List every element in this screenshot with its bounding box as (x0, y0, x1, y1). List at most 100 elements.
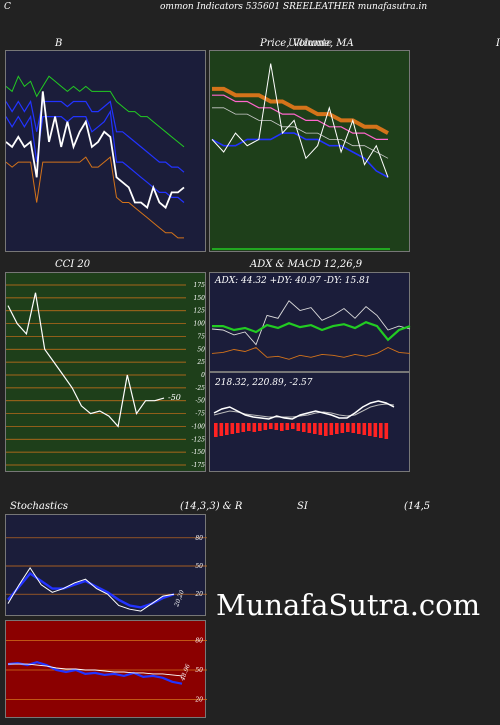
macd-hist-bar (258, 423, 262, 431)
macd-hist-bar (241, 423, 246, 432)
cci-tick-label: 125 (194, 308, 206, 315)
rsi-tick-label: 80 (195, 638, 203, 645)
price-ma-chart (211, 63, 390, 250)
stochastics-title: Stochastics (10, 501, 68, 512)
cci-tick-label: 75 (197, 333, 205, 340)
bollinger-chart (6, 75, 185, 239)
header-c-label: C (4, 2, 11, 12)
price-ma-panel (209, 50, 410, 252)
macd-hist-bar (230, 423, 235, 434)
macd-hist-bar (285, 423, 290, 430)
rsi-tick-label: 20 (194, 696, 203, 703)
macd-hist-bar (247, 423, 251, 431)
adx-chart (211, 300, 411, 360)
cci-tick-label: -175 (192, 462, 206, 469)
macd-hist-bar (384, 423, 389, 439)
cci-tick-label: 150 (194, 295, 206, 302)
ma-orange-line (212, 86, 389, 135)
minus-dy-line (211, 346, 411, 360)
price-ma-title: Price, Volume, MA (260, 38, 354, 49)
stochastics-params: (14,3,3) & R (180, 501, 243, 512)
adx-macd-title: ADX & MACD 12,26,9 (250, 259, 363, 270)
rsi-params: (14,5 (404, 501, 431, 512)
cci-tick-label: -125 (192, 436, 206, 443)
cci-tick-label: -100 (192, 423, 206, 430)
bollinger-panel (5, 50, 206, 252)
price-line (211, 63, 389, 178)
macd-chart (213, 400, 395, 439)
macd-signal-line (213, 403, 395, 418)
cci-tick-label: 100 (194, 321, 206, 328)
macd-line (213, 400, 395, 420)
cci-chart: 175 150 125 100 75 50 25 0 -25 -50 -75 -100 -125 -150… (6, 282, 206, 469)
macd-hist-bar (252, 423, 257, 432)
macd-hist-bar (324, 423, 328, 436)
macd-hist-bar (219, 423, 224, 436)
stochastics-chart: 80 50 20 20,20 (6, 535, 207, 612)
ma-pink-line (212, 94, 388, 141)
macd-hist-bar (313, 423, 317, 434)
cci-tick-label: -50 (195, 398, 205, 405)
bollinger-title: B (55, 38, 63, 49)
stoch-d-line (7, 571, 175, 609)
cci-tick-label: -150 (192, 449, 206, 456)
cci-tick-label: 175 (194, 282, 206, 289)
macd-hist-bar (351, 423, 356, 433)
plus-dy-line (211, 300, 411, 346)
price-ma-right-letter: I (496, 38, 500, 49)
bb-upper-line (6, 75, 185, 148)
header-title: ommon Indicators 535601 SREELEATHER muna… (160, 2, 428, 12)
macd-hist-bar (368, 423, 372, 436)
watermark: MunafaSutra.com (216, 588, 481, 622)
price-ma-overlap: Ultimate (288, 38, 333, 49)
macd-hist-bar (296, 423, 301, 431)
macd-info: 218.32, 220.89, -2.57 (215, 378, 313, 388)
macd-panel: 218.32, 220.89, -2.57 (209, 372, 410, 472)
adx-info: ADX: 44.32 +DY: 40.97 -DY: 15.81 (215, 276, 371, 286)
macd-hist-bar (346, 423, 350, 432)
ma-blue-line (211, 132, 389, 179)
cci-panel: 175 150 125 100 75 50 25 0 -25 -50 -75 -100 -125 -150… (5, 272, 206, 472)
macd-hist-bar (302, 423, 306, 432)
adx-line (212, 321, 411, 342)
adx-panel: ADX: 44.32 +DY: 40.97 -DY: 15.81 (209, 272, 411, 372)
stoch-tick-label: 50 (195, 563, 203, 570)
macd-hist-bar (362, 423, 367, 435)
cci-tick-label: -25 (195, 385, 205, 392)
macd-hist-bar (307, 423, 312, 433)
macd-hist-bar (269, 423, 273, 429)
rsi-last-label: 48.96 (179, 663, 192, 683)
macd-hist-bar (236, 423, 240, 433)
macd-hist-bar (379, 423, 383, 438)
cci-tick-label: -75 (195, 411, 205, 418)
macd-hist-bar (373, 423, 378, 437)
macd-hist-bar (263, 423, 268, 430)
macd-hist-bar (340, 423, 345, 433)
macd-hist-bar (214, 423, 218, 437)
bb-price-line (6, 91, 185, 210)
macd-hist-bar (291, 423, 295, 429)
rsi-title: SI (297, 501, 308, 512)
rsi-avg-line (8, 663, 183, 677)
stoch-tick-label: 80 (195, 535, 203, 542)
cci-title: CCI 20 (55, 259, 91, 270)
bb-mid-line-a (6, 99, 185, 173)
cci-tick-label: 25 (196, 359, 205, 366)
cci-last-label: -50 (168, 393, 181, 402)
cci-tick-label: 0 (201, 372, 205, 379)
macd-hist-bar (274, 423, 279, 430)
rsi-panel: 80 50 20 48.96 (5, 620, 207, 718)
stochastics-panel: 80 50 20 20,20 (5, 514, 207, 616)
bb-lower-line (6, 156, 184, 239)
macd-hist-bar (318, 423, 323, 435)
header: C ommon Indicators 535601 SREELEATHER mu… (0, 0, 500, 14)
ma-grey-line (212, 107, 389, 159)
stoch-last-label: 20,20 (173, 589, 186, 609)
stoch-k-line (7, 566, 175, 612)
cci-tick-label: 50 (197, 346, 205, 353)
cci-line (7, 292, 165, 428)
stoch-tick-label: 20 (194, 591, 203, 598)
macd-hist-bar (329, 423, 334, 435)
macd-hist-bar (280, 423, 284, 431)
macd-hist-bar (357, 423, 361, 434)
